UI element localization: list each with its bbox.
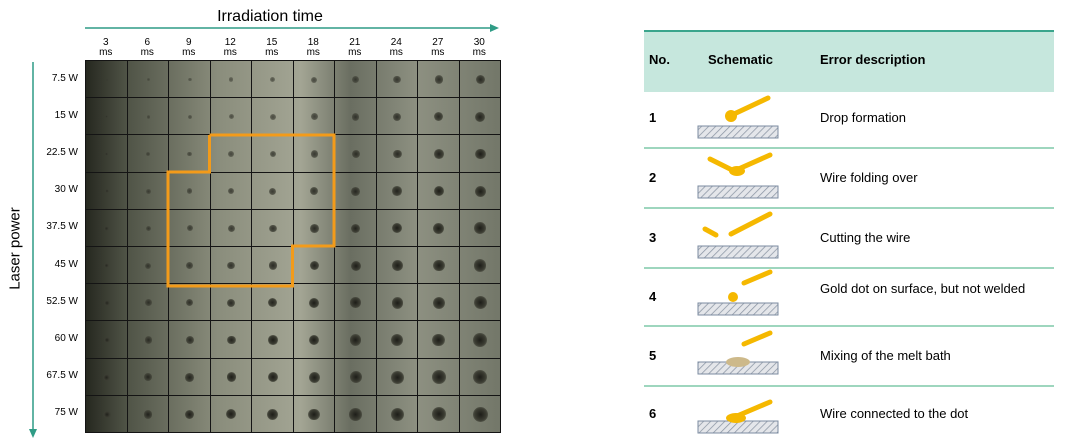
- row-label: 52.5 W: [8, 296, 78, 307]
- column-label: 6 ms: [127, 38, 169, 58]
- error-number: 4: [649, 289, 656, 304]
- error-number: 6: [649, 406, 656, 421]
- column-label-text: 6 ms: [137, 38, 157, 58]
- table-header: No.: [649, 52, 670, 67]
- column-label: 24 ms: [376, 38, 418, 58]
- row-label: 37.5 W: [8, 221, 78, 232]
- column-label: 30 ms: [459, 38, 501, 58]
- error-description: Mixing of the melt bath: [820, 348, 1045, 364]
- row-label: 67.5 W: [8, 370, 78, 381]
- row-label: 22.5 W: [8, 147, 78, 158]
- column-label: 9 ms: [168, 38, 210, 58]
- process-window-outline: [168, 135, 334, 286]
- column-label: 15 ms: [251, 38, 293, 58]
- table-header: Schematic: [708, 52, 773, 67]
- row-label: 30 W: [8, 184, 78, 195]
- column-label-text: 9 ms: [179, 38, 199, 58]
- column-label-text: 18 ms: [303, 38, 323, 58]
- column-label: 3 ms: [85, 38, 127, 58]
- row-label: 7.5 W: [8, 73, 78, 84]
- error-number: 3: [649, 230, 656, 245]
- column-label: 18 ms: [293, 38, 335, 58]
- column-label-text: 15 ms: [262, 38, 282, 58]
- column-label-text: 3 ms: [96, 38, 116, 58]
- table-header: Error description: [820, 52, 925, 67]
- error-number: 5: [649, 348, 656, 363]
- column-label-text: 30 ms: [469, 38, 489, 58]
- row-label: 75 W: [8, 407, 78, 418]
- column-label-text: 27 ms: [428, 38, 448, 58]
- y-axis-title: Laser power: [7, 189, 24, 309]
- row-label: 15 W: [8, 110, 78, 121]
- column-label: 21 ms: [334, 38, 376, 58]
- x-axis-title: Irradiation time: [170, 8, 370, 26]
- column-label-text: 12 ms: [220, 38, 240, 58]
- column-label: 12 ms: [210, 38, 252, 58]
- column-label: 27 ms: [417, 38, 459, 58]
- figure: Irradiation time Laser power No. Schemat…: [0, 0, 1066, 440]
- error-description: Wire folding over: [820, 170, 1045, 186]
- row-label: 60 W: [8, 333, 78, 344]
- error-description: Gold dot on surface, but not welded: [820, 281, 1045, 297]
- error-number: 2: [649, 170, 656, 185]
- error-description: Drop formation: [820, 110, 1045, 126]
- axis-arrows: [29, 24, 499, 438]
- column-label-text: 24 ms: [386, 38, 406, 58]
- error-description: Cutting the wire: [820, 230, 1045, 246]
- column-label-text: 21 ms: [345, 38, 365, 58]
- error-number: 1: [649, 110, 656, 125]
- error-description: Wire connected to the dot: [820, 406, 1045, 422]
- row-label: 45 W: [8, 259, 78, 270]
